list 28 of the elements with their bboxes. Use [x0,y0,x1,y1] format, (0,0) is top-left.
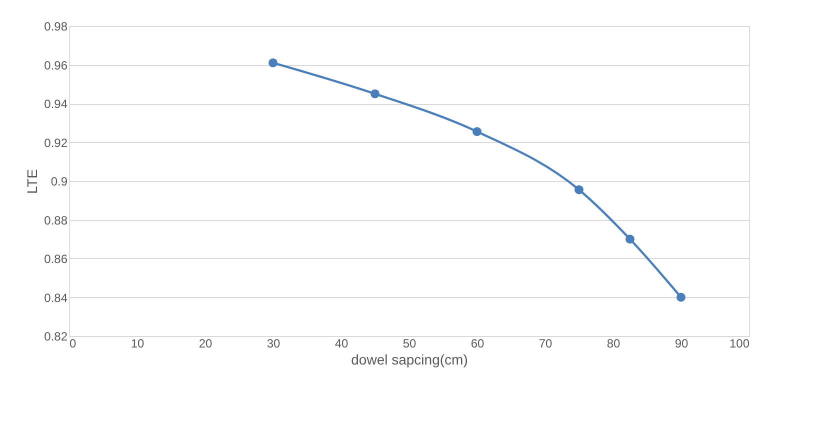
y-tick-label: 0.92 [44,136,68,150]
point [676,292,686,302]
x-tick-label: 50 [402,336,416,350]
x-tick-label: 30 [266,336,280,350]
x-tick-label: 40 [334,336,348,350]
point [626,234,634,244]
y-tick-label: 0.84 [44,290,68,305]
x-axis-title: dowel sapcing(cm) [351,352,468,368]
y-tick-label: 0.86 [44,252,68,266]
y-tick-label: 0.98 [44,20,68,34]
x-tick-label: 0 [70,336,76,350]
point [370,89,380,98]
y-tick-label: 0.94 [44,97,68,111]
point [268,58,278,68]
x-tick-label: 60 [470,336,484,350]
x-tick-label: 100 [729,336,750,350]
x-tick-label: 90 [674,336,688,350]
x-tick-label: 10 [130,336,144,350]
y-tick-label: 0.96 [44,58,68,72]
y-tick-label: 0.82 [44,330,68,344]
y-tick-label: 0.88 [44,213,68,228]
x-tick-label: 20 [198,336,212,350]
x-tick-label: 70 [538,336,552,350]
y-tick-label: 0.9 [50,174,68,188]
point [574,185,584,194]
point [472,127,482,136]
x-tick-label: 80 [606,336,620,350]
y-axis-title: LTE [24,169,40,194]
